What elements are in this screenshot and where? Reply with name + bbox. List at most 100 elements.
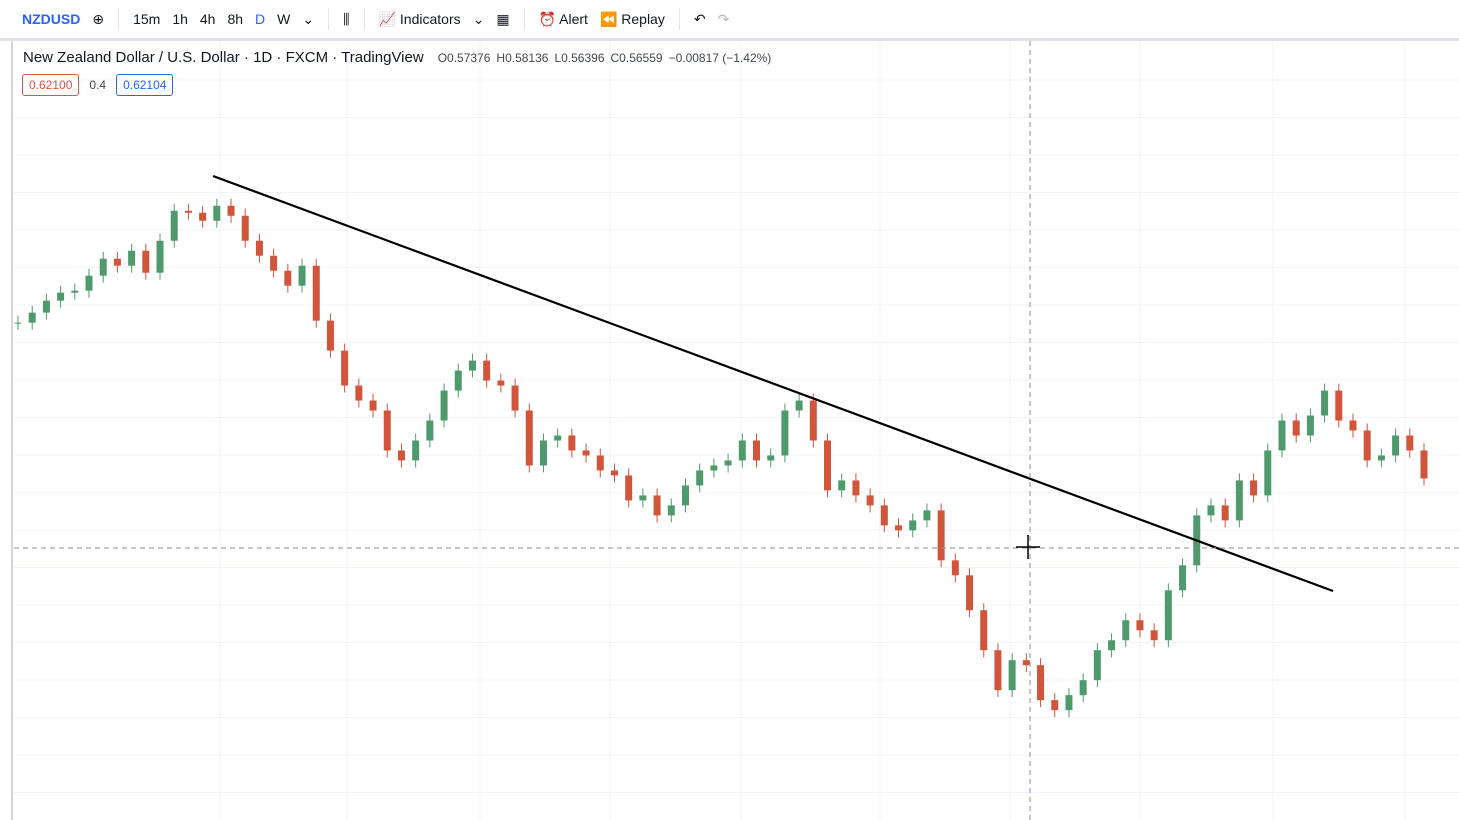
candle-body [85,275,93,291]
candle-body [42,300,50,313]
candle-body [1235,480,1243,521]
candle-body [213,205,221,221]
candle-body [483,360,491,381]
candle-body [909,520,917,531]
candle-body [227,205,235,216]
candle-body [1406,435,1414,451]
candle-body [653,495,661,516]
candle-body [994,650,1002,691]
candle-body [341,350,349,386]
ask-price[interactable]: 0.62104 [116,74,174,96]
candle-body [326,320,334,351]
candle-body [1136,620,1144,631]
candle-body [937,510,945,561]
interval-menu[interactable]: ⌄ [302,10,315,27]
candle-body [28,312,36,323]
trend-line[interactable] [212,174,1334,593]
legend-title: New Zealand Dollar / U.S. Dollar · 1D · … [23,49,424,66]
chart-style[interactable]: ⫼ [343,10,350,27]
price-boxes: 0.62100 0.4 0.62104 [22,74,174,96]
candle-body [1065,695,1073,711]
candle-body [738,440,746,461]
ohlc-value: O0.57376 [437,50,491,65]
alert-button[interactable]: ⏰ Alert [538,10,588,27]
redo-button[interactable]: ↷ [717,10,730,27]
candle-body [440,390,448,421]
candle-body [1306,415,1314,436]
interval-button[interactable]: 4h [199,11,216,27]
ohlc-value: H0.58136 [496,50,549,65]
candle-body [824,440,832,491]
candle-body [397,450,405,461]
candle-body [170,210,178,241]
candle-body [795,400,803,411]
candle-body [298,265,306,286]
interval-button[interactable]: W [277,11,291,27]
candle-body [767,455,775,461]
candle-body [781,410,789,456]
candle-body [199,212,207,221]
candle-body [1164,590,1172,641]
candle-body [980,610,988,651]
candle-body [1051,700,1059,711]
candles [14,198,1428,718]
candle-body [1207,505,1215,516]
candle-body [895,525,903,531]
interval-button[interactable]: D [255,11,266,27]
candle-body [1377,455,1385,461]
candle-body [639,495,647,501]
candle-body [128,250,136,266]
separator [328,8,330,30]
layouts-button[interactable]: ▦ [496,10,510,27]
candle-body [582,450,590,456]
symbol[interactable]: NZDUSD [22,11,81,27]
separator [523,8,525,30]
candle-body [809,400,817,441]
candle-body [681,485,689,506]
candle-body [966,575,974,611]
ohlc-values: O0.57376 H0.58136 L0.56396 C0.56559 −0.00817… [438,51,778,65]
candle-body [156,240,164,273]
candle-body [696,470,704,486]
candle-body [1122,620,1130,641]
bid-price[interactable]: 0.62100 [22,74,80,96]
candle-body [454,370,462,391]
candle-body [1108,640,1116,651]
cursor [1016,535,1040,559]
candle-body [14,322,22,324]
interval-button[interactable]: 8h [227,11,244,27]
spread: 0.4 [89,78,107,92]
candle-body [57,292,65,301]
candle-body [1264,450,1272,496]
candle-body [1079,680,1087,696]
candle-body [511,385,519,411]
candle-body [923,510,931,521]
indicators-menu[interactable]: ⌄ [472,10,485,27]
replay-button[interactable]: ⏪ Replay [599,10,665,27]
separator [678,8,680,30]
chart [11,41,1459,820]
candle-body [852,480,860,496]
candle-body [270,255,278,271]
candle-body [667,505,675,516]
candle-body [113,258,121,266]
indicators-label: Indicators [399,10,461,27]
candle-body [1349,420,1357,431]
candle-body [1093,650,1101,681]
candle-body [838,480,846,491]
candle-body [468,360,476,371]
interval-group: 15m 1h 4h 8h D W [127,11,296,27]
candle-body [724,460,732,466]
add-symbol[interactable]: ⊕ [92,10,105,27]
candle-body [568,435,576,451]
candle-body [71,290,79,293]
candle-body [1420,450,1428,479]
interval-button[interactable]: 1h [172,11,188,27]
legend: New Zealand Dollar / U.S. Dollar · 1D · … [23,49,777,66]
indicators-button[interactable]: 📈 Indicators [378,10,461,27]
candle-body [1250,480,1258,496]
interval-button[interactable]: 15m [133,11,161,27]
candle-body [539,440,547,466]
undo-button[interactable]: ↶ [693,10,706,27]
